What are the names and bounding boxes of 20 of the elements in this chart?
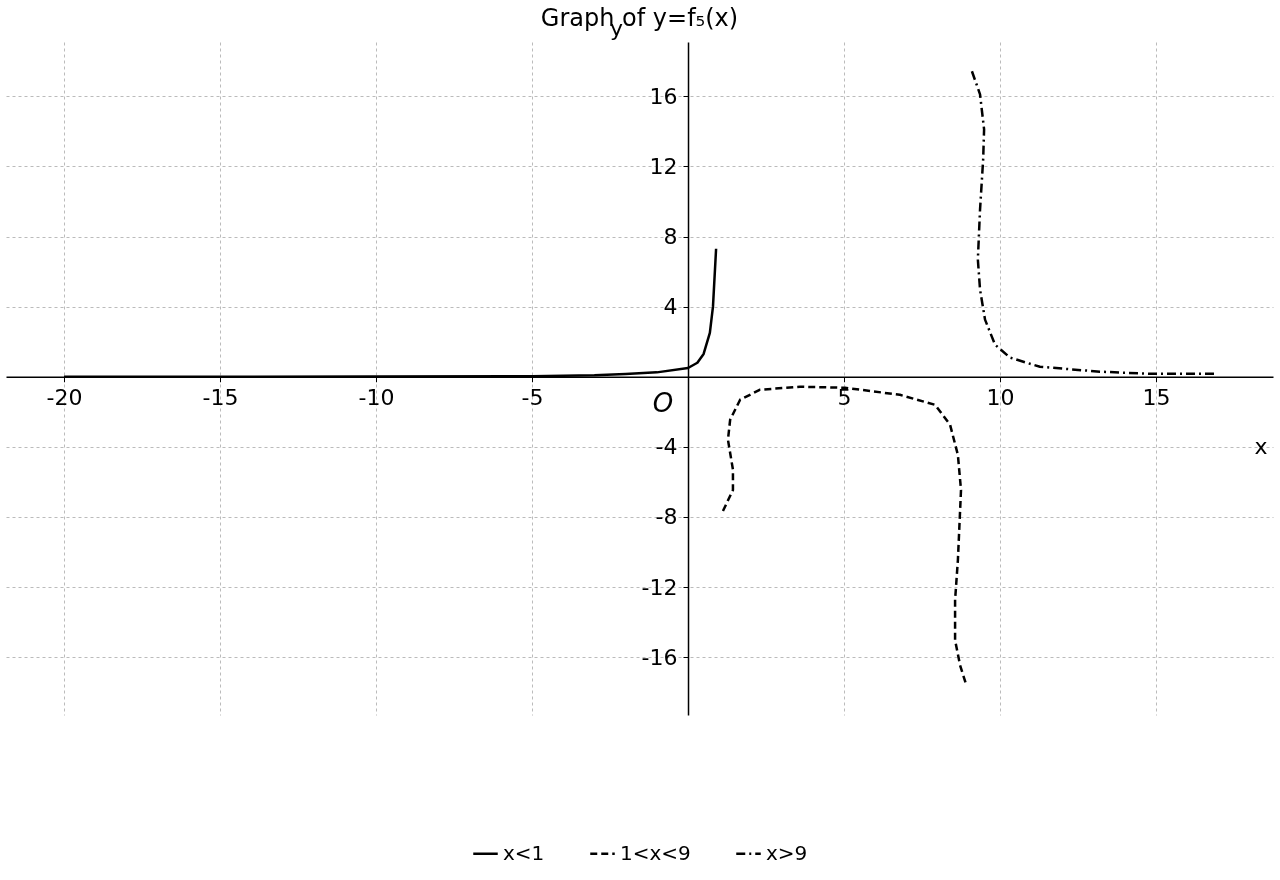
- x-tick-label: -5: [521, 385, 544, 411]
- y-tick-label: 4: [663, 294, 678, 320]
- annotation: O: [652, 387, 674, 418]
- legend-label: x<1: [503, 840, 545, 865]
- x-tick-label: -15: [202, 385, 239, 411]
- y-tick-label: -8: [655, 504, 678, 530]
- legend-label: x>9: [766, 840, 808, 865]
- x-tick-label: 10: [986, 385, 1015, 411]
- legend-label: 1<x<9: [620, 840, 691, 865]
- x-tick-label: 5: [837, 385, 852, 411]
- x-tick-label: 15: [1142, 385, 1171, 411]
- y-tick-label: -12: [641, 574, 678, 600]
- y-tick-label: -16: [641, 644, 678, 670]
- y-tick-label: 8: [663, 224, 678, 250]
- y-tick-label: 12: [649, 153, 678, 179]
- x-tick-label: -20: [46, 385, 83, 411]
- x-axis-title: x: [1254, 434, 1268, 460]
- x-tick-label: -10: [358, 385, 395, 411]
- y-tick-label: -4: [655, 434, 678, 460]
- y-tick-label: 16: [649, 83, 678, 109]
